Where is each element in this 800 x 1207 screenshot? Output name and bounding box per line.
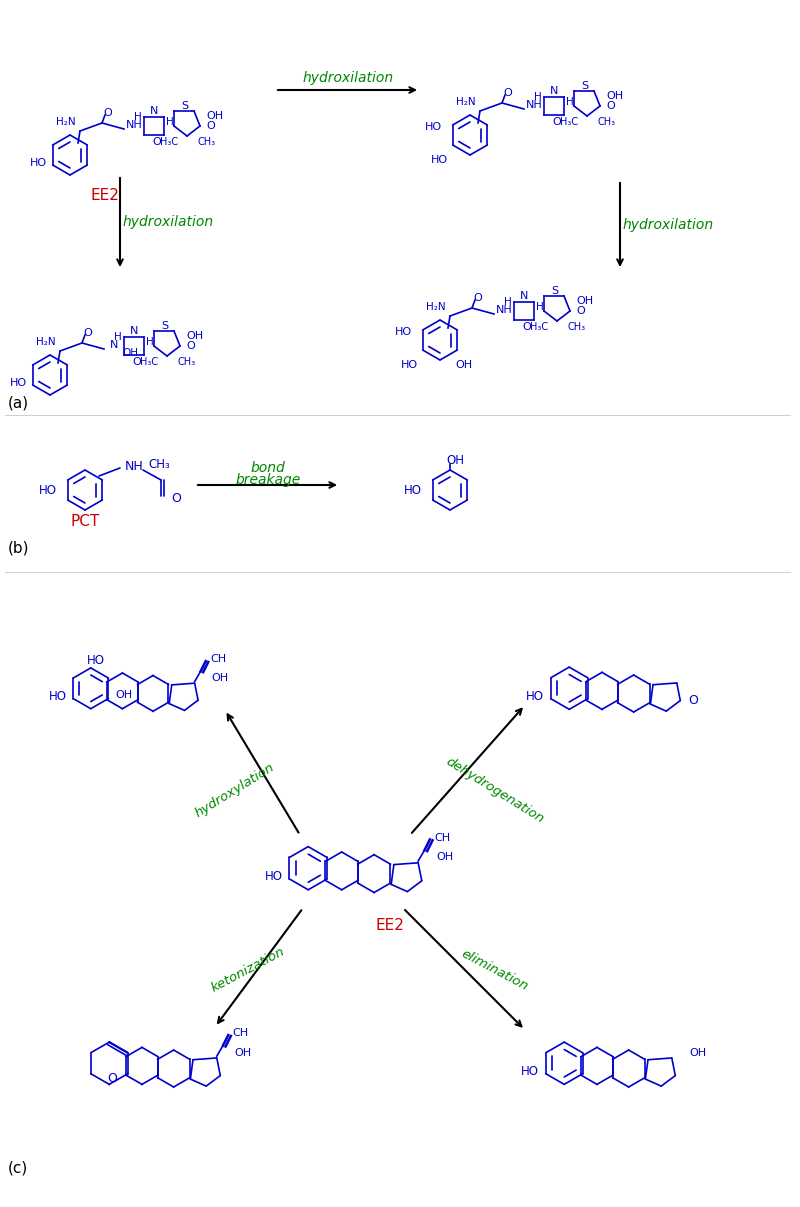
Text: O: O: [504, 88, 512, 98]
Text: PCT: PCT: [70, 514, 100, 530]
Text: hydroxylation: hydroxylation: [193, 760, 277, 820]
Text: H: H: [166, 117, 174, 127]
Text: CH₃: CH₃: [148, 457, 170, 471]
Text: NH: NH: [526, 100, 542, 110]
Text: N: N: [550, 86, 558, 97]
Text: O: O: [153, 138, 162, 147]
Text: OH: OH: [690, 1048, 706, 1057]
Text: OH: OH: [455, 360, 472, 371]
Text: O: O: [522, 322, 531, 332]
Text: H: H: [536, 302, 544, 311]
Text: OH: OH: [446, 454, 464, 466]
Text: NH: NH: [125, 460, 144, 472]
Text: HO: HO: [265, 870, 282, 884]
Text: H₃C: H₃C: [560, 117, 578, 127]
Text: H₃C: H₃C: [530, 322, 548, 332]
Text: H₃C: H₃C: [140, 357, 158, 367]
Text: S: S: [551, 286, 558, 296]
Text: H₂N: H₂N: [426, 302, 446, 311]
Text: H: H: [504, 297, 512, 307]
Text: OH: OH: [122, 348, 138, 358]
Text: hydroxilation: hydroxilation: [122, 215, 214, 229]
Text: O: O: [133, 357, 142, 367]
Text: O: O: [688, 694, 698, 707]
Text: O: O: [108, 1072, 118, 1085]
Text: CH: CH: [434, 833, 450, 842]
Text: O: O: [84, 328, 92, 338]
Text: H₂N: H₂N: [36, 337, 56, 346]
Text: HO: HO: [39, 484, 57, 496]
Text: HO: HO: [404, 484, 422, 496]
Text: O: O: [206, 121, 214, 132]
Text: S: S: [182, 101, 189, 111]
Text: hydroxilation: hydroxilation: [622, 218, 714, 232]
Text: H: H: [566, 97, 574, 107]
Text: EE2: EE2: [90, 187, 119, 203]
Text: HO: HO: [49, 690, 66, 702]
Text: H₂N: H₂N: [456, 97, 476, 107]
Text: N: N: [520, 291, 528, 301]
Text: HO: HO: [521, 1066, 539, 1078]
Text: O: O: [186, 342, 194, 351]
Text: NH: NH: [126, 119, 142, 130]
Text: dehydrogenation: dehydrogenation: [443, 754, 546, 826]
Text: H: H: [114, 332, 122, 342]
Text: CH₃: CH₃: [568, 322, 586, 332]
Text: O: O: [576, 307, 585, 316]
Text: O: O: [171, 491, 181, 505]
Text: N: N: [130, 326, 138, 336]
Text: H: H: [146, 337, 154, 346]
Text: OH: OH: [576, 296, 593, 307]
Text: H: H: [534, 92, 542, 103]
Text: HO: HO: [425, 122, 442, 132]
Text: O: O: [553, 117, 562, 127]
Text: elimination: elimination: [459, 947, 530, 993]
Text: CH: CH: [210, 654, 226, 664]
Text: hydroxilation: hydroxilation: [302, 71, 394, 84]
Text: S: S: [582, 81, 589, 91]
Text: H: H: [134, 112, 142, 122]
Text: OH: OH: [206, 111, 223, 121]
Text: HO: HO: [401, 360, 418, 371]
Text: OH: OH: [116, 689, 133, 700]
Text: N: N: [150, 106, 158, 116]
Text: OH: OH: [186, 331, 203, 342]
Text: O: O: [104, 107, 112, 118]
Text: HO: HO: [87, 653, 105, 666]
Text: HO: HO: [395, 327, 412, 337]
Text: OH: OH: [606, 91, 623, 101]
Text: S: S: [162, 321, 169, 331]
Text: (a): (a): [8, 396, 29, 410]
Text: H₂N: H₂N: [56, 117, 76, 127]
Text: HO: HO: [30, 158, 47, 168]
Text: HO: HO: [431, 154, 448, 165]
Text: CH₃: CH₃: [198, 138, 216, 147]
Text: N: N: [110, 340, 118, 350]
Text: HO: HO: [10, 378, 27, 387]
Text: O: O: [474, 293, 482, 303]
Text: (b): (b): [8, 541, 30, 555]
Text: OH: OH: [234, 1048, 251, 1057]
Text: CH₃: CH₃: [178, 357, 196, 367]
Text: HO: HO: [526, 690, 544, 704]
Text: O: O: [606, 101, 614, 111]
Text: breakage: breakage: [235, 473, 301, 486]
Text: OH: OH: [212, 674, 229, 683]
Text: H₃C: H₃C: [160, 138, 178, 147]
Text: ketonization: ketonization: [209, 945, 287, 995]
Text: CH₃: CH₃: [598, 117, 616, 127]
Text: OH: OH: [436, 852, 454, 862]
Text: (c): (c): [8, 1160, 28, 1176]
Text: bond: bond: [250, 461, 286, 476]
Text: CH: CH: [233, 1028, 249, 1038]
Text: EE2: EE2: [375, 917, 405, 933]
Text: NH: NH: [496, 305, 512, 315]
